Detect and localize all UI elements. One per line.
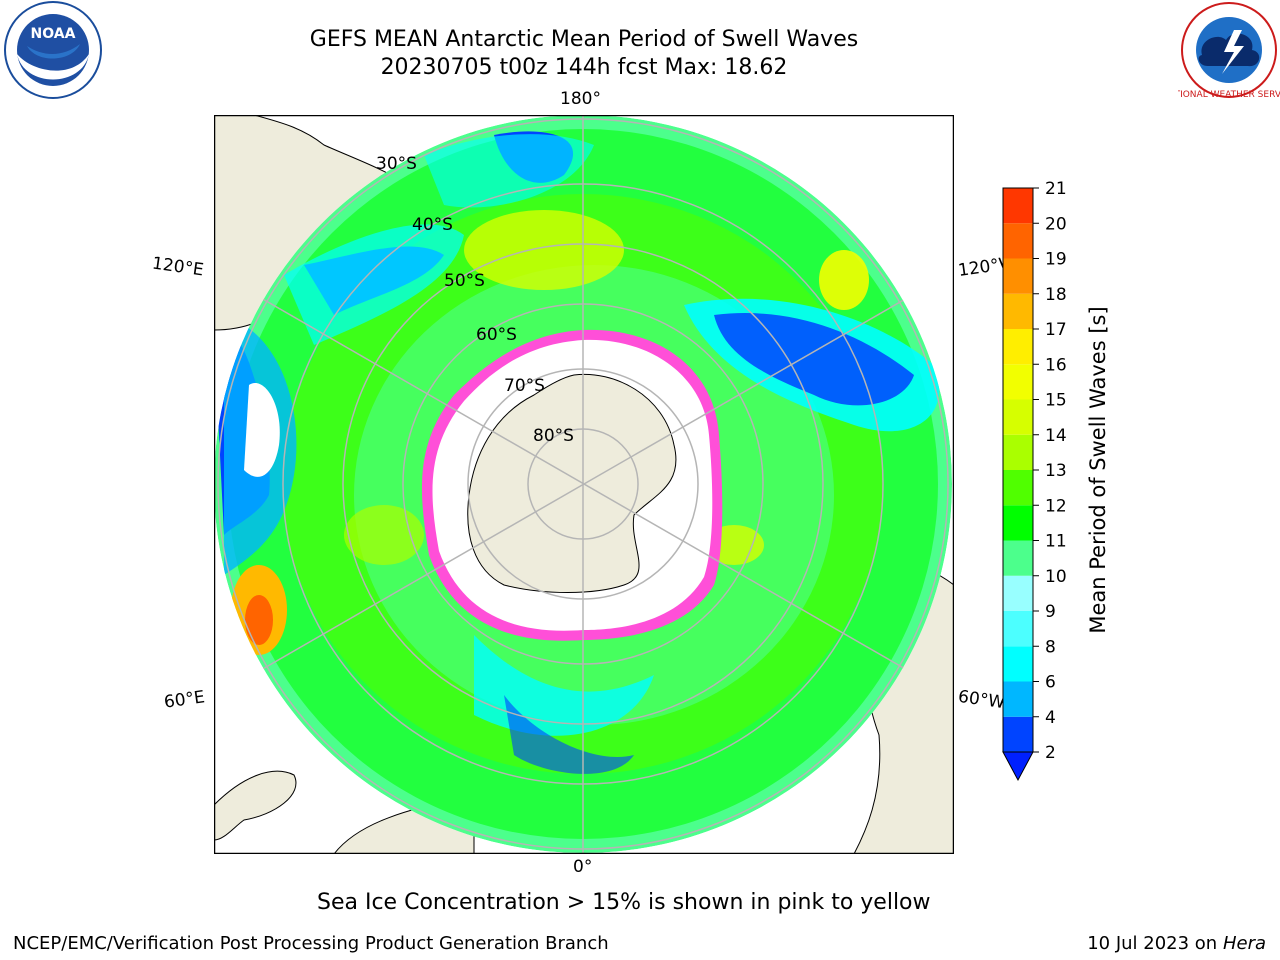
colorbar-tick-label: 4 [1045, 708, 1056, 728]
colorbar-tick-label: 8 [1045, 637, 1056, 657]
colorbar-tick-label: 10 [1045, 567, 1067, 587]
colorbar-segment [1003, 681, 1033, 717]
map-border [214, 115, 954, 854]
colorbar-segment [1003, 540, 1033, 576]
colorbar-tick-label: 13 [1045, 461, 1067, 481]
colorbar-tick-label: 20 [1045, 214, 1067, 234]
meridian-label-bottom: 0° [573, 857, 593, 877]
colorbar-segment [1003, 716, 1033, 752]
lat-label-70s: 70°S [504, 376, 545, 396]
sea-ice-note: Sea Ice Concentration > 15% is shown in … [317, 890, 931, 915]
colorbar-tick-label: 2 [1045, 743, 1056, 763]
lat-label-50s: 50°S [444, 271, 485, 291]
meridian-label-left-lower: 60°E [162, 687, 207, 713]
lat-label-80s: 80°S [533, 426, 574, 446]
meridian-label-left-upper: 120°E [150, 253, 205, 281]
colorbar: 2 4 6 8 9 10 11 12 13 14 15 16 17 18 19 20 21 [1002, 180, 1067, 782]
colorbar-segment [1003, 329, 1033, 365]
colorbar-segment [1003, 223, 1033, 259]
colorbar-tick-label: 16 [1045, 355, 1067, 375]
colorbar-tick-label: 12 [1045, 496, 1067, 516]
colorbar-tick-label: 11 [1045, 532, 1067, 552]
date-text: 10 Jul 2023 on [1087, 933, 1223, 954]
lat-label-30s: 30°S [376, 154, 417, 174]
colorbar-segment [1003, 188, 1033, 224]
nws-logo: NATIONAL WEATHER SERVICE [1178, 2, 1280, 100]
colorbar-tick-label: 6 [1045, 673, 1056, 693]
nws-logo-text: NATIONAL WEATHER SERVICE [1178, 90, 1280, 100]
land-antarctica [467, 373, 677, 593]
noaa-logo: NOAA [4, 1, 102, 99]
colorbar-segment [1003, 399, 1033, 435]
land-madagascar [214, 770, 297, 841]
chart-title-line-1: GEFS MEAN Antarctic Mean Period of Swell… [309, 27, 859, 52]
colorbar-segment [1003, 575, 1033, 611]
chart-title-line-2: 20230705 t00z 144h fcst Max: 18.62 [380, 55, 788, 80]
colorbar-segment [1003, 470, 1033, 506]
date-line: 10 Jul 2023 on Hera [1087, 933, 1266, 954]
colorbar-tick-label: 18 [1045, 285, 1067, 305]
colorbar-tick-label: 14 [1045, 426, 1067, 446]
lat-label-60s: 60°S [476, 325, 517, 345]
colorbar-tick-label: 21 [1045, 180, 1067, 199]
colorbar-segment [1003, 258, 1033, 294]
colorbar-tick-label: 9 [1045, 602, 1056, 622]
colorbar-extend-arrow [1002, 751, 1034, 782]
colorbar-segment [1003, 646, 1033, 682]
colorbar-tick-label: 19 [1045, 250, 1067, 270]
colorbar-segment [1003, 505, 1033, 541]
colorbar-segment [1003, 434, 1033, 470]
system-name: Hera [1222, 933, 1266, 954]
noaa-logo-text: NOAA [31, 26, 76, 42]
colorbar-tick-label: 17 [1045, 320, 1067, 340]
colorbar-segment [1003, 293, 1033, 329]
colorbar-tick-label: 15 [1045, 391, 1067, 411]
colorbar-segment [1003, 364, 1033, 400]
meridian-label-top: 180° [560, 89, 601, 109]
credit-line: NCEP/EMC/Verification Post Processing Pr… [13, 933, 609, 954]
polar-map: 30°S 40°S 50°S 60°S 70°S 80°S [214, 115, 954, 854]
lat-label-40s: 40°S [412, 215, 453, 235]
colorbar-label: Mean Period of Swell Waves [s] [1086, 306, 1110, 634]
colorbar-segment [1003, 611, 1033, 647]
